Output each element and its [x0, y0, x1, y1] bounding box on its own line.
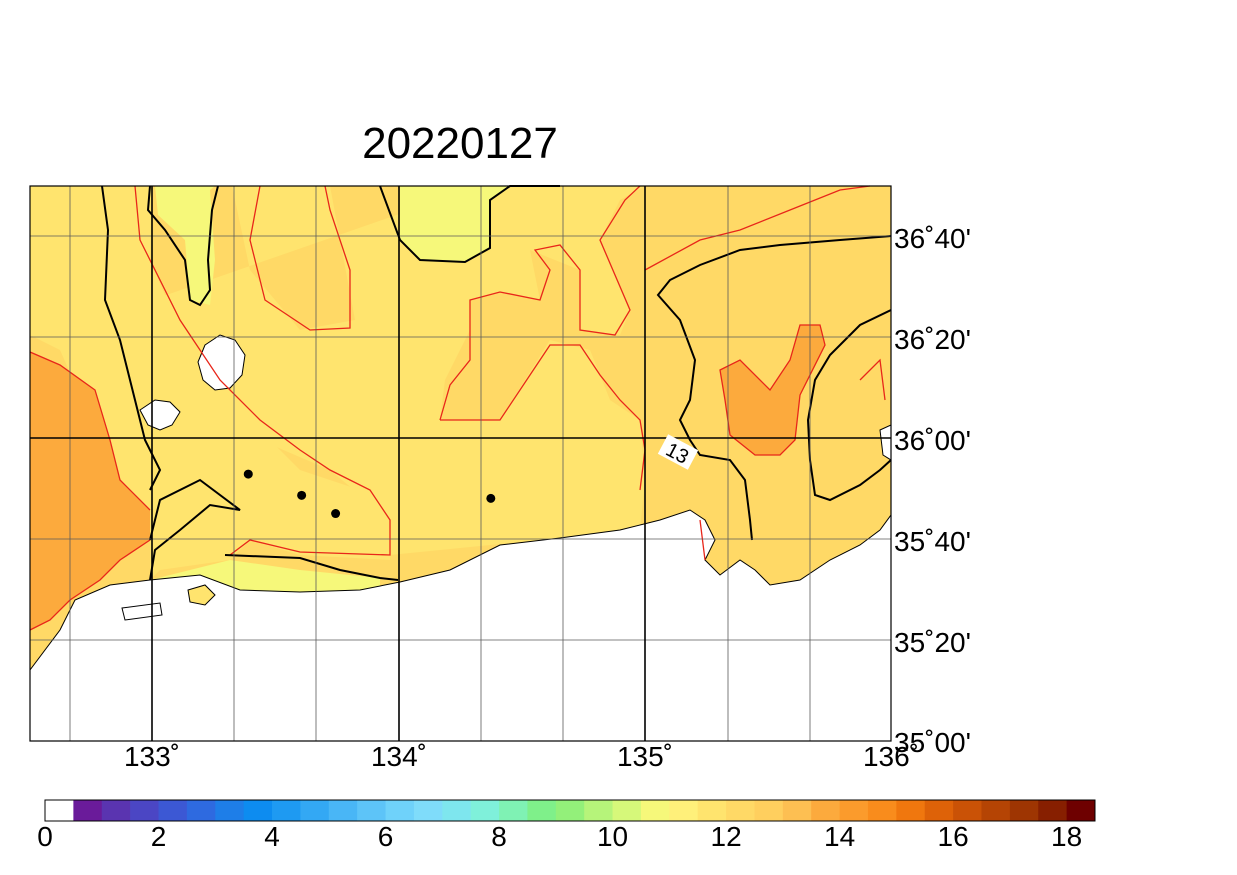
red-contour-10 — [699, 519, 706, 561]
colorbar-tick-12: 12 — [711, 821, 742, 852]
colorbar-swatch-3 — [130, 800, 160, 821]
field-level-11-5-north — [155, 186, 215, 305]
colorbar-frame — [44, 799, 1096, 822]
colorbar-swatch-12 — [385, 800, 415, 821]
red-contour-4 — [249, 185, 351, 331]
lat-axis-labels: 36˚40' 36˚20' 36˚00' 35˚40' 35˚20' 35˚00… — [894, 223, 971, 758]
colorbar-tick-2: 2 — [151, 821, 167, 852]
black-contour-5 — [379, 185, 560, 264]
contour-label-bg — [657, 434, 699, 470]
field-level-14-east — [720, 325, 825, 455]
colorbar-tick-labels: 0 2 4 6 8 10 12 14 16 18 — [37, 821, 1082, 852]
lat-label-35-20: 35˚20' — [894, 627, 971, 658]
lat-label-36-20: 36˚20' — [894, 324, 971, 355]
colorbar-swatch-2 — [101, 800, 131, 821]
colorbar-swatch-11 — [357, 800, 387, 821]
land-honshu-coast — [29, 509, 892, 742]
colorbar-swatch-23 — [697, 800, 727, 821]
colorbar-swatch-13 — [413, 800, 443, 821]
black-contour-4 — [224, 554, 399, 581]
field-level-14-west — [30, 352, 150, 630]
black-contour-6 — [656, 235, 892, 541]
black-contour-3 — [149, 478, 241, 581]
colorbar-swatch-17 — [527, 800, 557, 821]
red-contours — [29, 185, 886, 631]
colorbar-tick-16: 16 — [938, 821, 969, 852]
colorbar-swatch-16 — [499, 800, 528, 821]
lon-label-136: 136˚ — [863, 741, 919, 772]
colorbar-swatch-31 — [924, 800, 954, 821]
red-contour-9 — [859, 358, 886, 401]
lat-label-35-00: 35˚00' — [894, 727, 971, 758]
lon-axis-labels: 133˚ 134˚ 135˚ 136˚ — [124, 741, 919, 772]
red-contour-1 — [29, 351, 151, 511]
colorbar-swatch-26 — [782, 800, 812, 821]
lon-label-133: 133˚ — [124, 741, 180, 772]
red-contour-6 — [440, 344, 646, 491]
red-contour-8 — [644, 185, 871, 271]
station-markers — [243, 469, 496, 519]
colorbar-swatch-30 — [896, 800, 926, 821]
red-contour-5 — [439, 185, 641, 421]
colorbar-swatch-27 — [811, 800, 841, 821]
colorbar-swatch-24 — [726, 800, 755, 821]
station-marker-1 — [243, 469, 253, 479]
colorbar-tick-18: 18 — [1051, 821, 1082, 852]
colorbar-swatch-18 — [555, 800, 585, 821]
colorbar-tick-10: 10 — [597, 821, 628, 852]
colorbar-swatch-25 — [754, 800, 784, 821]
colorbar — [44, 799, 1096, 822]
colorbar-swatch-4 — [158, 800, 188, 821]
colorbar-swatch-0 — [45, 800, 74, 821]
field-level-11-5-top — [400, 186, 510, 262]
colorbar-swatch-7 — [243, 800, 273, 821]
red-contour-2 — [29, 539, 151, 631]
colorbar-tick-0: 0 — [37, 821, 53, 852]
station-marker-3 — [331, 509, 341, 519]
colorbar-swatch-21 — [640, 800, 670, 821]
fine-grid — [30, 186, 891, 741]
colorbar-swatch-22 — [669, 800, 699, 821]
land-oki-dozen — [139, 399, 181, 431]
station-marker-2 — [297, 490, 307, 500]
colorbar-tick-4: 4 — [264, 821, 280, 852]
lat-label-36-40: 36˚40' — [894, 223, 971, 254]
colorbar-swatch-15 — [470, 800, 500, 821]
colorbar-swatch-36 — [1066, 800, 1096, 821]
colorbar-swatch-20 — [612, 800, 642, 821]
black-contour-2 — [146, 185, 219, 307]
colorbar-swatch-9 — [300, 800, 330, 821]
colorbar-tick-6: 6 — [378, 821, 394, 852]
map-panel: 13 — [29, 185, 892, 742]
land-oki-island — [197, 334, 246, 391]
station-marker-4 — [486, 493, 496, 503]
colorbar-tick-8: 8 — [491, 821, 507, 852]
colorbar-swatch-34 — [1009, 800, 1039, 821]
map-frame — [29, 185, 892, 742]
colorbar-swatch-33 — [981, 800, 1011, 821]
colorbar-swatch-28 — [839, 800, 869, 821]
map-title: 20220127 — [362, 119, 558, 168]
degree-grid — [30, 186, 891, 741]
colorbar-swatch-35 — [1038, 800, 1068, 821]
colorbar-tick-14: 14 — [824, 821, 855, 852]
colorbar-swatch-5 — [186, 800, 216, 821]
colorbar-swatch-14 — [442, 800, 472, 821]
colorbar-swatch-8 — [272, 800, 301, 821]
lat-label-36-00: 36˚00' — [894, 425, 971, 456]
colorbar-swatch-19 — [584, 800, 614, 821]
colorbar-swatch-6 — [215, 800, 245, 821]
land-lake — [187, 584, 216, 606]
lon-label-134: 134˚ — [371, 741, 427, 772]
colorbar-swatch-29 — [867, 800, 897, 821]
lat-label-35-40: 35˚40' — [894, 526, 971, 557]
colorbar-swatch-10 — [328, 800, 358, 821]
red-contour-3 — [134, 185, 391, 556]
colorbar-swatch-32 — [953, 800, 982, 821]
colorbar-swatch-1 — [73, 800, 103, 821]
lon-label-135: 135˚ — [617, 741, 673, 772]
